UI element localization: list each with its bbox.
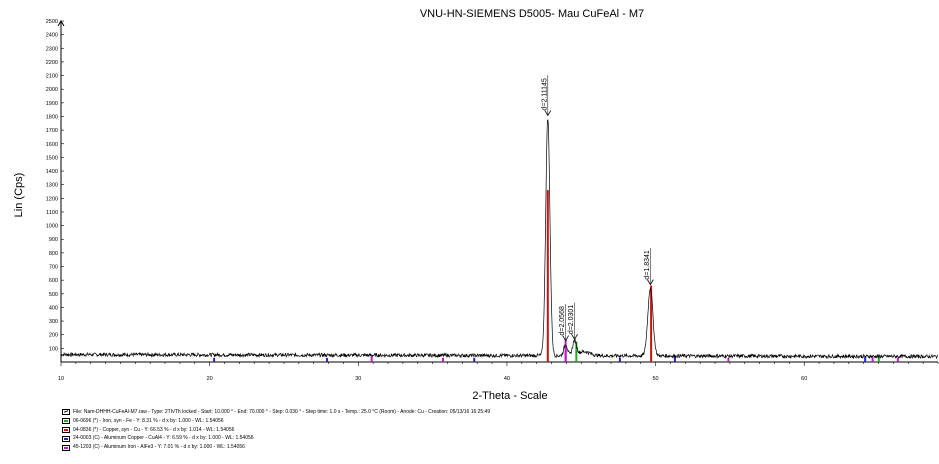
phase-sticks (213, 190, 899, 362)
peak-arrow (571, 333, 578, 340)
y-tick-label: 2300 (46, 46, 58, 52)
legend-label: 06-0696 (*) - Iron, syn - Fe - Y: 8.31 %… (73, 417, 224, 424)
axes (57, 20, 938, 363)
y-tick-label: 2000 (46, 87, 58, 93)
y-tick-label: 400 (49, 305, 58, 311)
peak-labels: d=2.11145 d=2.0568 d=2.0301 d=1.8341 (541, 75, 654, 342)
diffraction-pattern (60, 119, 939, 360)
legend: File: Nam-DHHH-CuFeAl-M7.raw - Type: 2Th… (62, 408, 490, 452)
y-tick-label: 800 (49, 251, 58, 257)
y-tick-label: 1000 (46, 224, 58, 230)
y-tick-label: 2500 (46, 19, 58, 25)
peak-label: d=2.11145 (541, 78, 548, 110)
y-tick-label: 1200 (46, 196, 58, 202)
y-tick-label: 100 (49, 346, 58, 352)
x-tick-label: 10 (58, 376, 64, 382)
y-tick-label: 1900 (46, 101, 58, 107)
legend-label: 04-0836 (*) - Copper, syn - Cu - Y: 66.5… (73, 426, 235, 433)
y-tick-label: 1400 (46, 169, 58, 175)
y-ticks: 100 200 300 400 500 600 700 800 900 1000 1100 1200 1… (46, 19, 64, 352)
phase-swatch-icon (62, 418, 70, 425)
y-tick-label: 1100 (46, 210, 58, 216)
legend-entry: 04-0836 (*) - Copper, syn - Cu - Y: 66.5… (62, 426, 490, 435)
y-tick-label: 2100 (46, 74, 58, 80)
peak-arrow (544, 110, 552, 117)
legend-entry: 24-0003 (C) - Aluminum Copper - CuAl4 - … (62, 434, 490, 443)
y-tick-label: 2200 (46, 60, 58, 66)
y-tick-label: 1300 (46, 183, 58, 189)
x-ticks: 10 20 30 40 50 60 (58, 362, 939, 382)
legend-label: 24-0003 (C) - Aluminum Copper - CuAl4 - … (73, 435, 254, 442)
pattern-line (60, 119, 939, 360)
x-tick-label: 20 (207, 376, 213, 382)
y-tick-label: 600 (49, 278, 58, 284)
x-tick-label: 30 (355, 376, 361, 382)
x-axis-label: 2-Theta - Scale (472, 390, 547, 402)
y-tick-label: 1500 (46, 155, 58, 161)
y-tick-label: 300 (49, 319, 58, 325)
y-tick-label: 700 (49, 265, 58, 271)
phase-swatch-icon (62, 435, 70, 442)
x-tick-label: 50 (653, 376, 659, 382)
legend-entry: File: Nam-DHHH-CuFeAl-M7.raw - Type: 2Th… (62, 408, 490, 417)
peak-arrow (647, 279, 654, 286)
x-tick-label: 40 (504, 376, 510, 382)
chart-title: VNU-HN-SIEMENS D5005- Mau CuFeAl - M7 (420, 8, 644, 20)
peak-label: d=2.0568 (559, 306, 566, 335)
phase-swatch-icon (62, 426, 70, 433)
peak-label: d=1.8341 (644, 250, 651, 279)
pattern-swatch-icon (62, 409, 70, 416)
y-tick-label: 900 (49, 237, 58, 243)
legend-entry: 06-0696 (*) - Iron, syn - Fe - Y: 8.31 %… (62, 417, 490, 426)
y-tick-label: 500 (49, 292, 58, 298)
legend-entry: 45-1203 (C) - Aluminum Iron - AlFe3 - Y:… (62, 443, 490, 452)
peak-arrow (562, 335, 569, 342)
y-axis-label: Lin (Cps) (13, 173, 25, 218)
legend-label: File: Nam-DHHH-CuFeAl-M7.raw - Type: 2Th… (73, 409, 491, 415)
peak-label: d=2.0301 (568, 305, 575, 334)
x-tick-label: 60 (801, 376, 807, 382)
xrd-chart: VNU-HN-SIEMENS D5005- Mau CuFeAl - M7 Li… (13, 8, 939, 402)
y-tick-label: 1800 (46, 114, 58, 120)
y-tick-label: 2400 (46, 33, 58, 39)
phase-swatch-icon (62, 444, 70, 451)
y-tick-label: 200 (49, 333, 58, 339)
y-tick-label: 1600 (46, 142, 58, 148)
legend-label: 45-1203 (C) - Aluminum Iron - AlFe3 - Y:… (73, 444, 245, 451)
y-tick-label: 1700 (46, 128, 58, 134)
